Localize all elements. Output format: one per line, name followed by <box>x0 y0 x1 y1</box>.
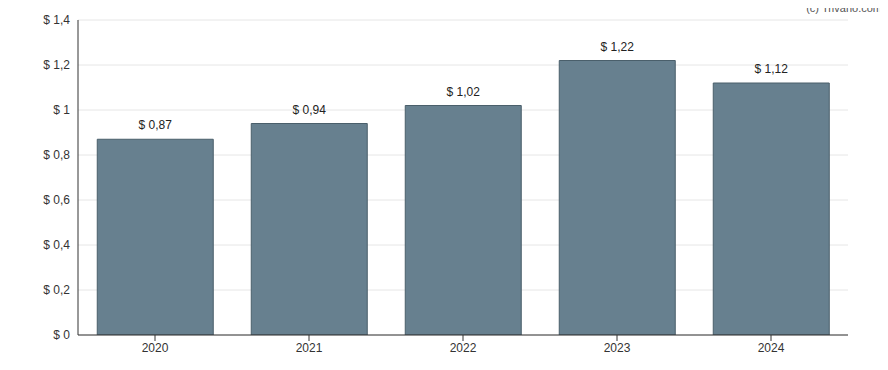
svg-text:2020: 2020 <box>142 341 169 355</box>
svg-text:2024: 2024 <box>758 341 785 355</box>
svg-text:$ 1: $ 1 <box>53 103 70 117</box>
svg-text:$ 1,12: $ 1,12 <box>755 62 789 76</box>
svg-text:$ 0,2: $ 0,2 <box>43 283 70 297</box>
svg-text:$ 1,02: $ 1,02 <box>447 85 481 99</box>
svg-text:2021: 2021 <box>296 341 323 355</box>
svg-text:2023: 2023 <box>604 341 631 355</box>
svg-text:$ 1,22: $ 1,22 <box>601 40 635 54</box>
svg-text:$ 0,6: $ 0,6 <box>43 193 70 207</box>
svg-text:$ 0,4: $ 0,4 <box>43 238 70 252</box>
svg-text:$ 1,4: $ 1,4 <box>43 13 70 27</box>
svg-text:$ 0,94: $ 0,94 <box>293 103 327 117</box>
svg-text:$ 0,8: $ 0,8 <box>43 148 70 162</box>
svg-text:2022: 2022 <box>450 341 477 355</box>
svg-text:$ 0: $ 0 <box>53 328 70 342</box>
svg-text:$ 0,87: $ 0,87 <box>139 118 173 132</box>
svg-text:$ 1,2: $ 1,2 <box>43 58 70 72</box>
html-text:(c) Trivano.com: (c) Trivano.com <box>806 2 882 14</box>
